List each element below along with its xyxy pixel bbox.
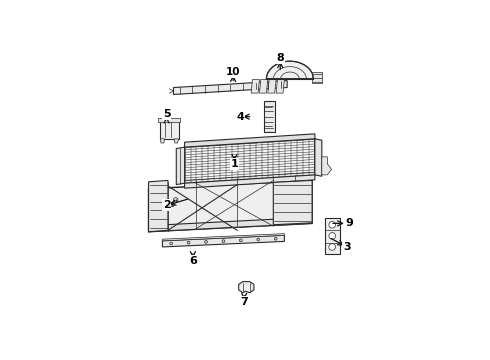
Text: 1: 1 bbox=[231, 159, 238, 169]
Polygon shape bbox=[324, 218, 340, 254]
Text: 5: 5 bbox=[163, 109, 171, 119]
Polygon shape bbox=[148, 217, 312, 232]
Polygon shape bbox=[185, 172, 315, 183]
Text: 7: 7 bbox=[240, 297, 248, 307]
Circle shape bbox=[222, 240, 225, 243]
Polygon shape bbox=[312, 72, 322, 84]
Text: 10: 10 bbox=[226, 67, 241, 77]
Text: 4: 4 bbox=[236, 112, 244, 122]
Polygon shape bbox=[173, 81, 287, 94]
Polygon shape bbox=[174, 139, 178, 143]
Polygon shape bbox=[268, 80, 276, 93]
Polygon shape bbox=[259, 80, 268, 93]
Polygon shape bbox=[160, 121, 179, 139]
Polygon shape bbox=[276, 80, 284, 93]
Polygon shape bbox=[251, 80, 259, 93]
Polygon shape bbox=[148, 180, 168, 232]
Circle shape bbox=[274, 237, 277, 240]
Polygon shape bbox=[264, 102, 275, 132]
Polygon shape bbox=[273, 180, 312, 225]
Polygon shape bbox=[176, 147, 185, 185]
Circle shape bbox=[257, 238, 260, 241]
Polygon shape bbox=[315, 139, 322, 176]
Polygon shape bbox=[162, 235, 284, 247]
Polygon shape bbox=[158, 118, 180, 122]
Polygon shape bbox=[148, 180, 312, 232]
Text: 9: 9 bbox=[345, 219, 353, 228]
Polygon shape bbox=[239, 282, 254, 293]
Polygon shape bbox=[160, 139, 165, 143]
Polygon shape bbox=[322, 157, 332, 175]
Circle shape bbox=[329, 233, 336, 239]
Circle shape bbox=[173, 198, 178, 202]
Circle shape bbox=[170, 202, 174, 207]
Text: 6: 6 bbox=[189, 256, 197, 266]
Circle shape bbox=[329, 221, 336, 228]
Text: 2: 2 bbox=[163, 201, 171, 210]
Circle shape bbox=[170, 242, 172, 245]
Polygon shape bbox=[162, 234, 284, 241]
Polygon shape bbox=[185, 139, 315, 183]
Circle shape bbox=[187, 241, 190, 244]
Circle shape bbox=[240, 239, 242, 242]
Circle shape bbox=[205, 240, 207, 243]
Circle shape bbox=[329, 244, 336, 250]
Polygon shape bbox=[185, 175, 315, 188]
Text: 8: 8 bbox=[276, 53, 284, 63]
Polygon shape bbox=[185, 134, 315, 147]
Polygon shape bbox=[267, 61, 314, 79]
Text: 3: 3 bbox=[343, 242, 350, 252]
